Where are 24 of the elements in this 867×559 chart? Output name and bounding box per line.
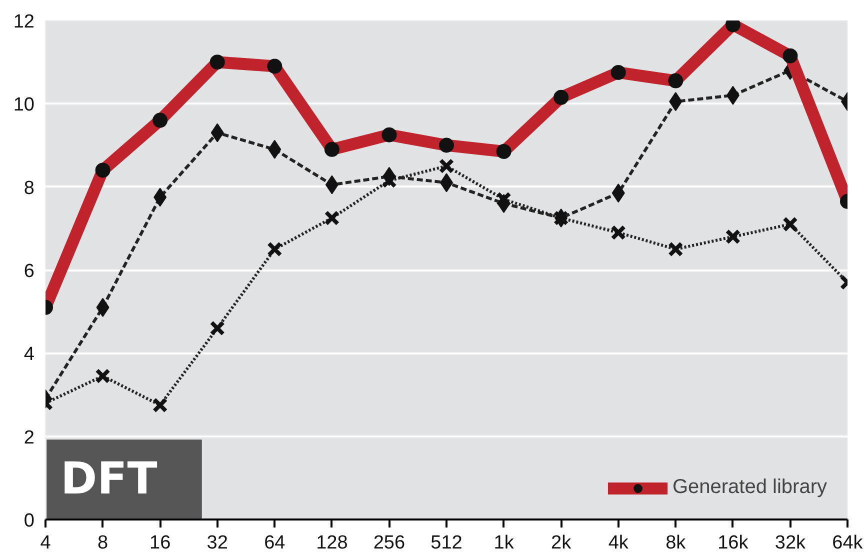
y-tick-label: 2	[24, 427, 35, 448]
x-tick-label: 128	[316, 532, 348, 554]
y-tick-label: 12	[13, 12, 35, 32]
y-tick-label: 0	[24, 510, 35, 532]
x-tick-label: 8k	[666, 532, 686, 554]
x-tick-label: 256	[373, 532, 406, 554]
x-tick-label: 8	[98, 532, 108, 554]
x-tick-label: 4k	[608, 532, 629, 554]
y-tick-label: 10	[13, 94, 35, 116]
x-tick-label: 16k	[718, 532, 749, 554]
x-tick-label: 32k	[774, 532, 806, 554]
legend-label: Generated library	[672, 476, 827, 499]
annotation: DFT	[60, 454, 158, 505]
x-tick-label: 512	[430, 532, 462, 554]
x-tick-label: 4	[40, 532, 52, 554]
y-tick-label: 8	[24, 178, 35, 199]
x-tick-label: 16	[150, 532, 171, 554]
x-tick-label: 64	[264, 532, 286, 554]
x-tick-label: 64k	[832, 532, 864, 554]
x-tick-label: 2k	[551, 532, 572, 554]
x-tick-label: 32	[206, 532, 228, 554]
y-tick-label: 6	[24, 261, 35, 282]
x-tick-label: 1k	[494, 532, 514, 554]
y-tick-label: 4	[24, 344, 35, 366]
